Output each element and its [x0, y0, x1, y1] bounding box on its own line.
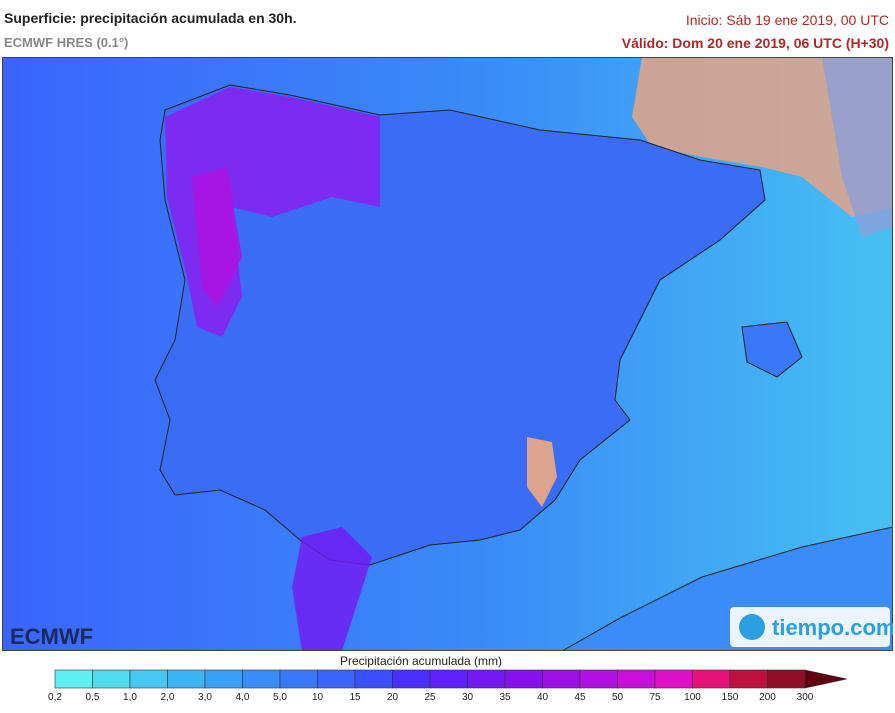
color-step — [354, 669, 393, 689]
color-step — [467, 669, 506, 689]
color-step — [504, 669, 543, 689]
legend-tick-label: 300 — [797, 692, 814, 703]
color-step — [729, 669, 768, 689]
corsica-sea — [822, 57, 893, 237]
logo-icon — [739, 614, 765, 640]
legend-tick-label: 15 — [349, 692, 361, 703]
legend-tick-label: 30 — [462, 692, 474, 703]
init-time: Inicio: Sáb 19 ene 2019, 00 UTC — [685, 12, 889, 28]
model: ECMWF HRES (0.1°) — [4, 35, 129, 50]
legend-tick-label: 0,2 — [48, 692, 62, 703]
legend-tick-label: 200 — [759, 692, 776, 703]
land-dry-southeast — [527, 437, 557, 507]
legend-tick-label: 50 — [612, 692, 624, 703]
legend-tick-label: 45 — [574, 692, 586, 703]
color-step — [579, 669, 618, 689]
valid-time: Válido: Dom 20 ene 2019, 06 UTC (H+30) — [621, 35, 889, 51]
legend-tick-label: 35 — [499, 692, 511, 703]
color-step — [167, 669, 206, 689]
legend-tick-label: 3,0 — [198, 692, 212, 703]
logo-box — [730, 607, 890, 647]
color-step — [279, 669, 318, 689]
mallorca — [741, 321, 803, 378]
color-step — [767, 669, 806, 689]
color-arrow — [804, 669, 848, 689]
legend: Precipitación acumulada (mm) 0,2 0,5 1,0 2,… — [48, 654, 848, 703]
color-step — [242, 669, 281, 689]
logo-tiempo: tiempo.com — [772, 615, 893, 640]
legend-tick-label: 4,0 — [236, 692, 250, 703]
color-step — [542, 669, 581, 689]
color-step — [429, 669, 468, 689]
color-step — [392, 669, 431, 689]
color-step — [204, 669, 243, 689]
legend-tick-label: 1,0 — [123, 692, 137, 703]
legend-tick-label: 150 — [722, 692, 739, 703]
legend-tick-label: 25 — [424, 692, 436, 703]
color-step — [129, 669, 168, 689]
legend-tick-label: 2,0 — [161, 692, 175, 703]
heavy-rain-south — [292, 527, 372, 651]
legend-tick-label: 0,5 — [86, 692, 100, 703]
legend-tick-label: 20 — [387, 692, 399, 703]
color-step — [692, 669, 731, 689]
map: ECMWF tiempo.com — [2, 57, 893, 651]
color-step — [92, 669, 131, 689]
land-france — [632, 57, 893, 217]
legend-tick-label: 40 — [537, 692, 549, 703]
color-step — [54, 669, 93, 689]
map-border — [2, 57, 893, 651]
color-step — [317, 669, 356, 689]
legend-tick-label: 100 — [684, 692, 701, 703]
legend-title: Precipitación acumulada (mm) — [340, 654, 502, 668]
color-step — [617, 669, 656, 689]
legend-tick-label: 75 — [649, 692, 661, 703]
legend-tick-label: 10 — [312, 692, 324, 703]
title: Superficie: precipitación acumulada en 3… — [4, 10, 297, 26]
logo-ecmwf: ECMWF — [10, 624, 93, 649]
heavy-rain-core — [192, 167, 242, 307]
color-step — [654, 669, 693, 689]
legend-tick-label: 5,0 — [273, 692, 287, 703]
